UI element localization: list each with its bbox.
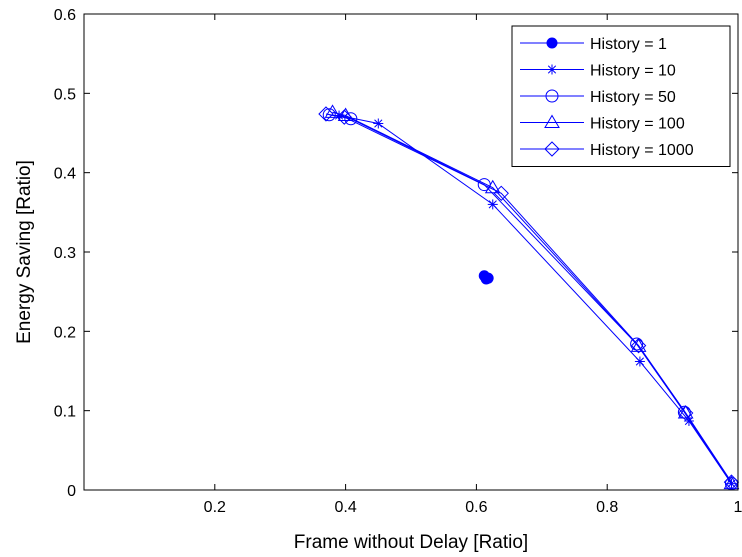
data-point bbox=[336, 109, 352, 125]
legend-marker bbox=[547, 64, 557, 75]
legend-marker bbox=[544, 141, 560, 157]
series-layer bbox=[318, 104, 740, 491]
legend-label: History = 50 bbox=[590, 89, 676, 106]
data-point bbox=[677, 405, 694, 419]
series-1 bbox=[478, 270, 494, 285]
series-line bbox=[325, 113, 732, 483]
legend-marker bbox=[545, 89, 559, 103]
legend: History = 1 History = 10 History = 50 Histo… bbox=[511, 25, 731, 167]
data-point bbox=[677, 405, 694, 421]
data-point bbox=[484, 179, 501, 194]
y-tick-label: 0.1 bbox=[54, 404, 76, 421]
data-point bbox=[344, 112, 358, 126]
data-point bbox=[723, 474, 740, 490]
legend-entry: History = 10 bbox=[520, 63, 676, 80]
data-point bbox=[373, 118, 384, 129]
legend-marker bbox=[544, 114, 560, 128]
legend-entry: History = 1000 bbox=[520, 141, 694, 159]
legend-label: History = 10 bbox=[590, 63, 676, 80]
legend-entry: History = 1 bbox=[520, 36, 667, 53]
x-axis-label: Frame without Delay [Ratio] bbox=[294, 532, 528, 553]
data-point bbox=[487, 199, 498, 210]
x-tick-label: 0.4 bbox=[334, 499, 356, 516]
y-axis-label: Energy Saving [Ratio] bbox=[14, 160, 35, 344]
data-point bbox=[634, 356, 645, 367]
y-tick-label: 0.3 bbox=[54, 245, 76, 262]
legend-label: History = 100 bbox=[590, 116, 685, 133]
axes-layer: 0.2 0.4 0.6 0.8 1 0 0.1 0.2 0.3 0.4 0.5 0.6 bbox=[54, 7, 742, 516]
x-tick-label: 0.8 bbox=[596, 499, 618, 516]
data-point bbox=[324, 104, 341, 118]
data-point bbox=[630, 337, 647, 354]
legend-label: History = 1 bbox=[590, 36, 667, 53]
data-point bbox=[318, 106, 334, 122]
y-tick-label: 0.6 bbox=[54, 7, 76, 24]
series-5 bbox=[318, 106, 740, 490]
legend-entry: History = 50 bbox=[520, 89, 676, 106]
y-tick-label: 0.5 bbox=[54, 86, 76, 103]
legend-marker bbox=[546, 37, 558, 49]
data-point bbox=[482, 272, 494, 284]
x-tick-label: 0.6 bbox=[465, 499, 487, 516]
y-tick-label: 0.2 bbox=[54, 324, 76, 341]
legend-label: History = 1000 bbox=[590, 142, 694, 159]
y-tick-label: 0.4 bbox=[54, 166, 76, 183]
data-point bbox=[322, 108, 336, 122]
legend-entry: History = 100 bbox=[520, 114, 685, 133]
x-tick-label: 0.2 bbox=[204, 499, 226, 516]
x-tick-label: 1 bbox=[734, 499, 742, 516]
series-line bbox=[339, 115, 732, 484]
y-tick-label: 0 bbox=[67, 483, 76, 500]
data-point bbox=[493, 185, 509, 202]
data-point bbox=[630, 338, 647, 352]
